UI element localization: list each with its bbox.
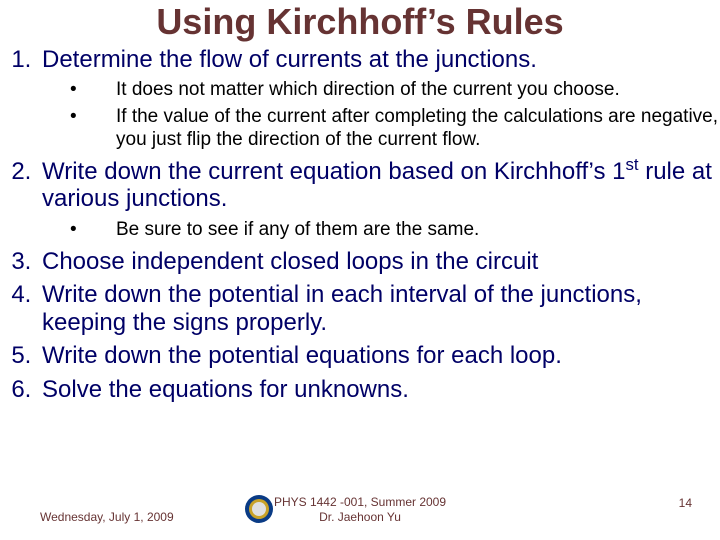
- item-4-text: Write down the potential in each interva…: [42, 281, 642, 336]
- item-6-text: Solve the equations for unknowns.: [42, 376, 409, 403]
- footer-course: PHYS 1442 -001, Summer 2009: [274, 495, 446, 509]
- slide-title: Using Kirchhoff’s Rules: [0, 0, 720, 42]
- item-1-sublist: It does not matter which direction of th…: [70, 79, 720, 151]
- item-4: Write down the potential in each interva…: [38, 281, 720, 336]
- item-2-text: Write down the current equation based on…: [42, 158, 712, 213]
- title-text: Using Kirchhoff’s Rules: [156, 1, 563, 42]
- page-number: 14: [679, 496, 692, 510]
- item-6: Solve the equations for unknowns.: [38, 376, 720, 404]
- item-1: Determine the flow of currents at the ju…: [38, 46, 720, 152]
- slide: Using Kirchhoff’s Rules Determine the fl…: [0, 0, 720, 540]
- item-2-sublist: Be sure to see if any of them are the sa…: [70, 219, 720, 242]
- footer: Wednesday, July 1, 2009 PHYS 1442 -001, …: [0, 490, 720, 524]
- footer-center: PHYS 1442 -001, Summer 2009 Dr. Jaehoon …: [0, 495, 720, 524]
- item-5-text: Write down the potential equations for e…: [42, 342, 562, 369]
- item-1-sub-1: It does not matter which direction of th…: [70, 79, 720, 102]
- item-2-sub-1: Be sure to see if any of them are the sa…: [70, 219, 720, 242]
- item-1-sub-2: If the value of the current after comple…: [70, 106, 720, 152]
- item-2: Write down the current equation based on…: [38, 158, 720, 242]
- item-3: Choose independent closed loops in the c…: [38, 248, 720, 276]
- item-5: Write down the potential equations for e…: [38, 342, 720, 370]
- main-list: Determine the flow of currents at the ju…: [38, 46, 720, 404]
- item-3-text: Choose independent closed loops in the c…: [42, 248, 538, 275]
- footer-author: Dr. Jaehoon Yu: [319, 510, 401, 524]
- item-1-text: Determine the flow of currents at the ju…: [42, 46, 537, 73]
